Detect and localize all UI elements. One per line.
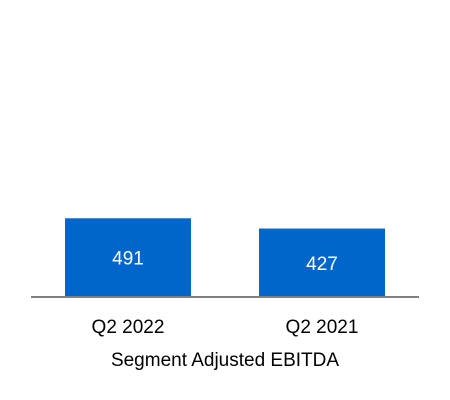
bar-q2-2022 — [65, 218, 191, 297]
x-axis-title: Segment Adjusted EBITDA — [111, 350, 339, 371]
data-label: 491 — [112, 249, 144, 270]
x-tick-label: Q2 2022 — [92, 317, 165, 338]
bars-group — [65, 218, 385, 297]
data-labels-group: 491 427 — [112, 249, 338, 275]
x-tick-label: Q2 2021 — [286, 317, 359, 338]
tick-labels-group: Q2 2022 Q2 2021 — [92, 317, 359, 338]
bar-q2-2021 — [259, 228, 385, 297]
data-label: 427 — [306, 254, 338, 275]
